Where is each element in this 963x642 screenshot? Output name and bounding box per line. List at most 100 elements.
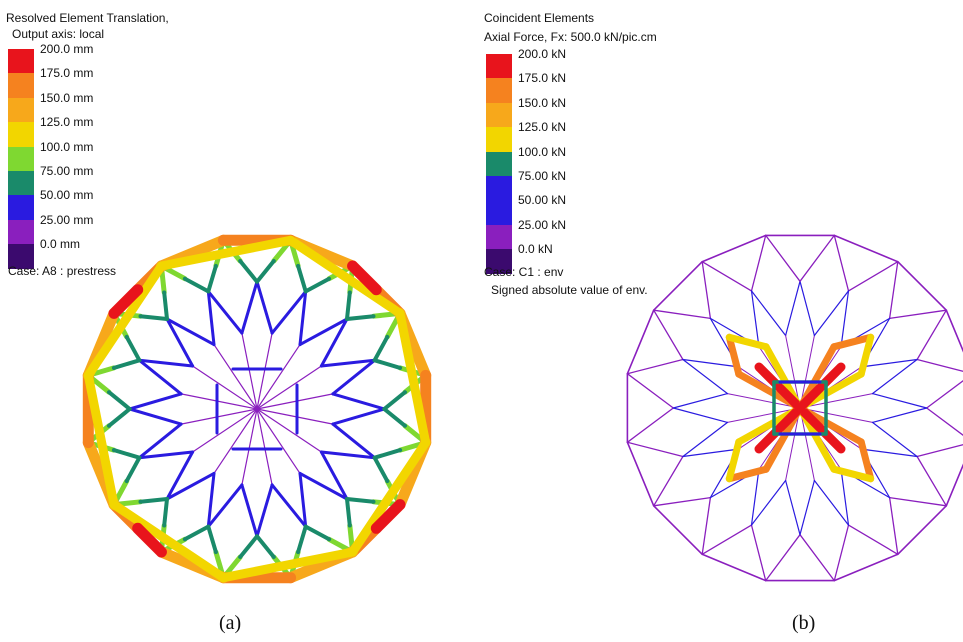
diagonal-member (107, 407, 132, 428)
radial-member (165, 317, 216, 347)
diagonal-member (345, 314, 376, 321)
structure-diagram-b (626, 234, 963, 582)
wire-member (847, 261, 899, 292)
panel-b: Coincident Elements Axial Force, Fx: 500… (470, 0, 963, 642)
outer-ring-member (652, 504, 703, 556)
legend-label: 50.00 kN (518, 193, 567, 208)
inner-diagonal (241, 332, 258, 410)
legend-label: 125.0 kN (518, 120, 567, 135)
wire-member (871, 407, 928, 423)
max-translation-member (347, 260, 382, 296)
wire-member (833, 234, 850, 292)
high-force-member (857, 333, 875, 378)
legend-label: 150.0 mm (40, 90, 94, 105)
legend-swatch (8, 195, 34, 220)
wire-member (750, 290, 787, 337)
diagonal-member (111, 358, 142, 370)
legend-swatch (8, 49, 34, 74)
diagonal-member (162, 497, 169, 528)
wire-member (926, 380, 963, 409)
wire-member (785, 479, 801, 536)
wire-member (672, 407, 729, 423)
wire-member (785, 335, 801, 409)
wire-member (626, 407, 674, 443)
structure-diagram-a (82, 234, 432, 584)
chord-member (348, 438, 431, 557)
wire-member (626, 358, 684, 375)
radial-member (298, 289, 308, 347)
legend-swatch (486, 249, 512, 274)
max-force-member (795, 403, 846, 454)
figure-caption: (a) (219, 612, 242, 634)
inner-diagonal (256, 408, 273, 486)
wire-member (833, 524, 850, 582)
diagonal-member (255, 259, 276, 284)
diagonal-member (206, 524, 218, 555)
high-force-member (830, 333, 875, 351)
legend-swatch (486, 224, 512, 250)
diagonal-member (111, 448, 142, 460)
legend-swatch (8, 244, 34, 269)
legend-label: 25.00 kN (518, 217, 567, 232)
outer-ring-member (833, 234, 899, 263)
diagonal-member (372, 358, 403, 370)
wire-member (653, 455, 684, 507)
inner-diagonal (213, 344, 258, 410)
chord-member (83, 261, 166, 380)
outer-ring-member (945, 309, 963, 353)
radial-member (319, 450, 377, 460)
diagonal-member (162, 290, 169, 321)
wire-member (765, 534, 801, 582)
wire-member (888, 496, 899, 555)
inner-diagonal (256, 408, 334, 425)
wire-member (653, 309, 684, 361)
wire-member (727, 393, 801, 409)
legend-label: 50.00 mm (40, 188, 94, 203)
radial-member (319, 450, 349, 501)
wire-member (701, 496, 712, 555)
wire-member (916, 309, 947, 361)
diagonal-member (372, 334, 390, 363)
wire-member (750, 290, 760, 348)
chord-member (109, 500, 228, 583)
inner-diagonal (213, 408, 258, 474)
wire-member (682, 448, 740, 458)
wire-member (871, 358, 918, 395)
wire-member (799, 335, 815, 409)
high-force-member (830, 465, 875, 483)
outer-ring-member (652, 260, 703, 312)
legend-swatch (486, 102, 512, 128)
inner-diagonal (241, 408, 258, 486)
wire-member (840, 290, 850, 348)
chord-member (286, 235, 405, 318)
wire-member (653, 496, 712, 507)
wire-member (799, 280, 815, 337)
wire-member (750, 234, 767, 292)
max-force-member (754, 362, 805, 413)
legend-swatch (486, 200, 512, 225)
figure-caption: (b) (792, 612, 816, 634)
radial-member (319, 358, 377, 368)
chord-member (395, 308, 431, 448)
wire-member (653, 309, 712, 320)
legend-label: 150.0 kN (518, 95, 567, 110)
wire-member (871, 393, 928, 409)
inner-diagonal (192, 365, 258, 410)
wire-member (860, 358, 918, 368)
max-translation-member (132, 522, 167, 558)
radial-member (206, 483, 244, 529)
legend-label: 200.0 mm (40, 42, 94, 56)
wire-member (840, 468, 850, 526)
wire-member (813, 479, 850, 526)
radial-member (270, 483, 308, 529)
legend-label: 100.0 mm (40, 139, 94, 154)
diagonal-member (303, 524, 332, 542)
outer-ring-member (626, 309, 655, 375)
diagonal-member (303, 276, 332, 294)
outer-ring-member (896, 260, 948, 312)
legend-swatch (486, 151, 512, 176)
outer-ring-member (626, 441, 655, 507)
diagonal-member (182, 524, 211, 542)
diagonal-member (296, 524, 308, 555)
legend-label: 75.00 mm (40, 163, 94, 178)
